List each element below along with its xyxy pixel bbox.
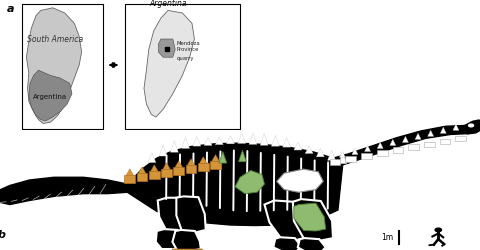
Polygon shape [148, 153, 156, 162]
Polygon shape [172, 230, 201, 250]
Polygon shape [352, 148, 358, 154]
FancyBboxPatch shape [198, 163, 209, 170]
Polygon shape [212, 155, 219, 162]
Circle shape [468, 124, 474, 127]
Polygon shape [170, 249, 206, 250]
Text: South America: South America [27, 34, 83, 43]
Polygon shape [403, 136, 408, 142]
Polygon shape [328, 150, 336, 160]
Polygon shape [26, 8, 82, 123]
Circle shape [435, 228, 442, 232]
FancyBboxPatch shape [124, 175, 135, 183]
Polygon shape [158, 198, 189, 232]
Polygon shape [273, 237, 301, 250]
FancyBboxPatch shape [210, 161, 221, 168]
Polygon shape [298, 238, 326, 250]
Polygon shape [163, 163, 170, 170]
FancyBboxPatch shape [393, 148, 403, 153]
Polygon shape [365, 146, 371, 152]
Polygon shape [316, 148, 324, 157]
FancyBboxPatch shape [137, 173, 147, 181]
FancyBboxPatch shape [161, 169, 172, 177]
Polygon shape [272, 135, 279, 146]
FancyBboxPatch shape [186, 165, 196, 172]
Polygon shape [156, 229, 184, 249]
Polygon shape [260, 134, 268, 145]
Polygon shape [144, 10, 194, 117]
FancyBboxPatch shape [361, 153, 372, 159]
Polygon shape [377, 142, 383, 148]
Polygon shape [453, 124, 459, 130]
Polygon shape [276, 169, 323, 192]
FancyBboxPatch shape [456, 136, 466, 141]
Polygon shape [0, 177, 127, 204]
Text: b: b [0, 230, 6, 240]
Polygon shape [339, 152, 345, 158]
FancyBboxPatch shape [330, 159, 340, 164]
Polygon shape [219, 152, 227, 163]
Polygon shape [293, 199, 333, 241]
Polygon shape [415, 133, 421, 139]
FancyBboxPatch shape [408, 144, 419, 150]
Text: a: a [7, 4, 15, 14]
Polygon shape [175, 161, 183, 168]
FancyBboxPatch shape [424, 142, 435, 147]
FancyBboxPatch shape [173, 167, 184, 174]
Polygon shape [238, 134, 246, 143]
Polygon shape [339, 152, 347, 164]
Text: Argentina: Argentina [33, 94, 68, 100]
Polygon shape [239, 150, 246, 162]
Polygon shape [193, 137, 201, 146]
Polygon shape [294, 142, 302, 150]
Polygon shape [428, 130, 433, 136]
FancyBboxPatch shape [149, 171, 160, 179]
Polygon shape [204, 138, 212, 145]
Polygon shape [463, 120, 480, 134]
Text: Province: Province [177, 47, 199, 52]
Polygon shape [29, 70, 72, 121]
Polygon shape [138, 167, 146, 173]
Polygon shape [305, 146, 313, 154]
Text: Argentina: Argentina [149, 0, 187, 8]
Text: 1m: 1m [381, 233, 393, 242]
Polygon shape [159, 145, 167, 156]
Polygon shape [127, 143, 343, 226]
FancyBboxPatch shape [346, 156, 356, 162]
Text: Mendoza: Mendoza [177, 41, 200, 46]
Polygon shape [235, 170, 264, 194]
Polygon shape [283, 138, 290, 147]
Polygon shape [390, 140, 396, 145]
Polygon shape [158, 39, 175, 57]
FancyBboxPatch shape [22, 4, 103, 129]
Polygon shape [199, 157, 207, 164]
Polygon shape [176, 196, 206, 233]
Polygon shape [126, 169, 134, 176]
Polygon shape [181, 137, 190, 148]
Text: quarry: quarry [177, 56, 194, 61]
Polygon shape [326, 126, 473, 168]
Polygon shape [216, 137, 223, 144]
Polygon shape [264, 200, 309, 240]
Polygon shape [150, 165, 158, 172]
FancyBboxPatch shape [377, 150, 387, 156]
Polygon shape [294, 203, 326, 231]
Polygon shape [440, 127, 446, 133]
Polygon shape [227, 136, 234, 144]
FancyBboxPatch shape [440, 139, 450, 144]
Polygon shape [170, 140, 178, 152]
Polygon shape [249, 133, 257, 144]
Polygon shape [187, 159, 195, 166]
FancyBboxPatch shape [125, 4, 240, 129]
